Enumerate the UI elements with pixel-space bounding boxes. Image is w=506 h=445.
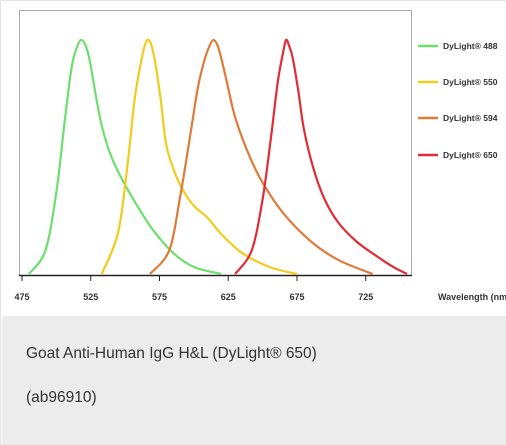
series-line xyxy=(100,38,298,276)
series-line xyxy=(149,38,374,276)
legend-label: DyLight® 594 xyxy=(443,113,498,123)
caption-product-code: (ab96910) xyxy=(26,389,97,406)
spectrum-chart: 475 525 575 625 675 725 DyLight® 488 DyLight® … xyxy=(2,2,506,316)
x-tick-label: 625 xyxy=(221,292,236,302)
x-tick-label: 525 xyxy=(83,292,98,302)
x-tick-label: 725 xyxy=(358,292,373,302)
x-tick-label: 675 xyxy=(289,292,304,302)
chart-svg: 475 525 575 625 675 725 DyLight® 488 DyLight® … xyxy=(14,10,506,302)
series-line xyxy=(27,38,222,276)
figure-caption: Goat Anti-Human IgG H&L (DyLight® 650) (… xyxy=(2,316,506,445)
legend-label: DyLight® 488 xyxy=(443,41,498,51)
legend-label: DyLight® 650 xyxy=(443,150,498,160)
x-tick-label: 475 xyxy=(14,292,29,302)
plot-frame xyxy=(19,10,412,276)
legend-label: DyLight® 550 xyxy=(443,77,498,87)
series-line xyxy=(234,38,408,275)
x-axis-label: Wavelength (nm) xyxy=(438,292,506,302)
x-tick-label: 575 xyxy=(152,292,167,302)
caption-title: Goat Anti-Human IgG H&L (DyLight® 650) xyxy=(26,345,317,362)
